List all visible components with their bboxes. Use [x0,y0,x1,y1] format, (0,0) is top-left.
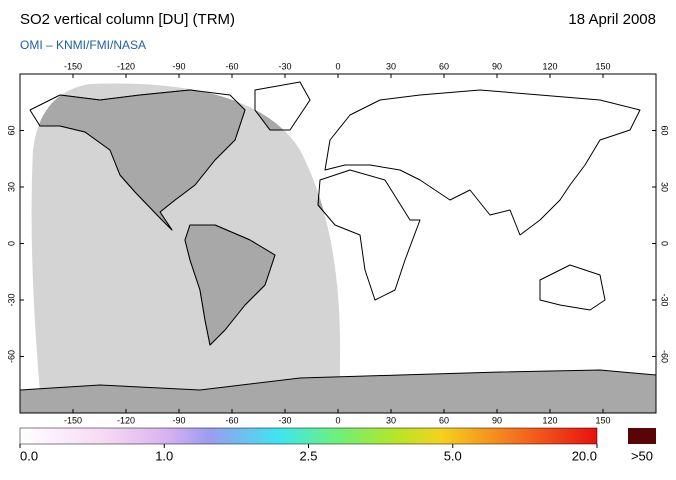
map-area [20,74,656,413]
y-tick-label: -60 [6,350,16,363]
colorbar [19,427,598,445]
x-tick-label: 0 [335,415,340,425]
x-tick-label: 30 [386,415,396,425]
colorbar-tick-label: 1.0 [155,448,173,463]
x-tick-label: -60 [225,61,238,71]
x-tick-label: 150 [595,415,610,425]
title: SO2 vertical column [DU] (TRM) [20,11,235,28]
y-tick-label: -30 [6,293,16,306]
x-tick-label: -90 [172,415,185,425]
colorbar-tick-label: 5.0 [444,448,462,463]
x-tick-label: 60 [439,61,449,71]
x-tick-label: -150 [64,61,82,71]
y-tick-label: -60 [660,350,670,363]
x-tick-label: -150 [64,415,82,425]
x-tick-label: 120 [542,415,557,425]
y-tick-label: 0 [660,241,670,246]
y-tick-label: 60 [660,125,670,135]
colorbar-tick-label: 20.0 [572,448,597,463]
colorbar-overflow [628,428,656,444]
x-tick-label: -90 [172,61,185,71]
x-tick-label: 90 [492,415,502,425]
x-tick-label: 60 [439,415,449,425]
subtitle: OMI – KNMI/FMI/NASA [20,38,146,52]
y-tick-label: 30 [660,182,670,192]
x-tick-label: -30 [278,415,291,425]
x-tick-label: 150 [595,61,610,71]
x-tick-label: -30 [278,61,291,71]
x-tick-label: -120 [117,415,135,425]
x-tick-label: 30 [386,61,396,71]
y-tick-label: -30 [660,293,670,306]
x-tick-label: 120 [542,61,557,71]
y-tick-label: 30 [6,182,16,192]
overflow-label: >50 [631,448,653,463]
colorbar-tick-label: 2.5 [299,448,317,463]
colorbar-tick-label: 0.0 [20,448,38,463]
x-tick-label: -120 [117,61,135,71]
x-tick-label: 0 [335,61,340,71]
antarctica [20,369,656,413]
y-tick-label: 60 [6,125,16,135]
y-tick-label: 0 [6,241,16,246]
x-tick-label: -60 [225,415,238,425]
x-tick-label: 90 [492,61,502,71]
date: 18 April 2008 [568,11,656,28]
